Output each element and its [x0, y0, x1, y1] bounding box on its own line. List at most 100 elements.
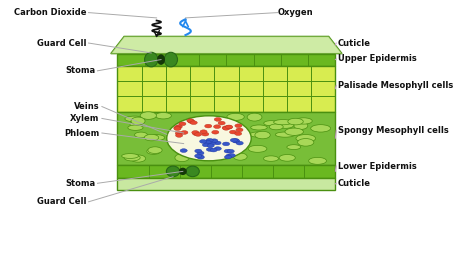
Ellipse shape	[296, 135, 316, 142]
Ellipse shape	[197, 155, 204, 159]
Ellipse shape	[225, 125, 232, 129]
Ellipse shape	[214, 141, 221, 145]
Ellipse shape	[204, 140, 211, 144]
Ellipse shape	[180, 149, 187, 152]
Ellipse shape	[202, 132, 209, 136]
Bar	[118, 54, 335, 65]
Ellipse shape	[144, 134, 159, 141]
Ellipse shape	[202, 143, 210, 147]
Bar	[118, 178, 335, 190]
Text: Guard Cell: Guard Cell	[37, 39, 86, 48]
Ellipse shape	[264, 121, 279, 126]
Ellipse shape	[250, 132, 267, 137]
Text: Xylem: Xylem	[70, 114, 100, 123]
Ellipse shape	[209, 142, 216, 145]
Ellipse shape	[248, 145, 267, 152]
Ellipse shape	[223, 127, 230, 130]
Ellipse shape	[247, 113, 262, 121]
Ellipse shape	[232, 139, 239, 143]
Ellipse shape	[227, 113, 244, 120]
Ellipse shape	[294, 122, 308, 130]
Ellipse shape	[206, 139, 213, 142]
Ellipse shape	[135, 132, 147, 138]
Ellipse shape	[149, 135, 164, 140]
Ellipse shape	[157, 54, 165, 65]
Ellipse shape	[269, 124, 283, 130]
Ellipse shape	[309, 157, 327, 164]
Ellipse shape	[235, 124, 242, 128]
Ellipse shape	[181, 131, 188, 134]
Ellipse shape	[226, 125, 233, 129]
Ellipse shape	[298, 139, 314, 146]
Text: Palisade Mesophyll cells: Palisade Mesophyll cells	[337, 81, 453, 90]
Ellipse shape	[214, 125, 221, 128]
Ellipse shape	[251, 125, 267, 130]
Ellipse shape	[179, 122, 186, 126]
Ellipse shape	[226, 154, 233, 157]
Ellipse shape	[232, 139, 239, 142]
Ellipse shape	[273, 119, 292, 125]
Ellipse shape	[192, 131, 199, 134]
Text: Phloem: Phloem	[64, 128, 100, 138]
Ellipse shape	[122, 153, 138, 159]
Ellipse shape	[310, 125, 330, 132]
Text: Oxygen: Oxygen	[278, 8, 313, 17]
Ellipse shape	[174, 127, 181, 130]
Ellipse shape	[230, 138, 237, 142]
Ellipse shape	[236, 141, 243, 145]
Ellipse shape	[222, 126, 229, 130]
Ellipse shape	[285, 128, 303, 135]
Ellipse shape	[235, 132, 242, 135]
Ellipse shape	[174, 126, 181, 130]
Ellipse shape	[140, 112, 156, 119]
Ellipse shape	[227, 149, 234, 153]
Ellipse shape	[277, 122, 294, 128]
Text: Stoma: Stoma	[65, 179, 95, 188]
Polygon shape	[111, 36, 342, 54]
Ellipse shape	[195, 154, 202, 158]
Ellipse shape	[200, 130, 207, 134]
Ellipse shape	[179, 168, 187, 175]
Ellipse shape	[229, 130, 237, 134]
Ellipse shape	[200, 140, 207, 143]
Ellipse shape	[192, 132, 200, 135]
Ellipse shape	[255, 131, 270, 139]
Ellipse shape	[236, 128, 243, 132]
Text: Cuticle: Cuticle	[337, 39, 371, 48]
Ellipse shape	[214, 147, 221, 151]
Ellipse shape	[210, 148, 217, 152]
Ellipse shape	[131, 117, 145, 125]
Text: Lower Epidermis: Lower Epidermis	[337, 161, 416, 171]
Ellipse shape	[188, 120, 195, 123]
Ellipse shape	[175, 134, 182, 137]
Ellipse shape	[130, 121, 143, 128]
Ellipse shape	[130, 155, 146, 162]
Ellipse shape	[207, 144, 214, 148]
Ellipse shape	[195, 149, 202, 153]
Ellipse shape	[166, 166, 180, 177]
Ellipse shape	[279, 155, 295, 161]
Ellipse shape	[288, 118, 303, 125]
Text: Spongy Mesophyll cells: Spongy Mesophyll cells	[337, 126, 448, 135]
Text: Stoma: Stoma	[65, 66, 95, 75]
Bar	[118, 112, 335, 165]
Ellipse shape	[205, 124, 212, 128]
Ellipse shape	[212, 130, 219, 134]
Ellipse shape	[124, 155, 140, 161]
Text: Cuticle: Cuticle	[337, 179, 371, 188]
Ellipse shape	[197, 151, 204, 155]
Ellipse shape	[218, 121, 225, 125]
Text: Upper Epidermis: Upper Epidermis	[337, 55, 416, 63]
Ellipse shape	[214, 118, 221, 121]
Ellipse shape	[275, 132, 295, 137]
Ellipse shape	[175, 131, 182, 135]
Text: Veins: Veins	[74, 102, 100, 111]
Ellipse shape	[295, 118, 312, 124]
Ellipse shape	[225, 155, 232, 159]
Text: Carbon Dioxide: Carbon Dioxide	[14, 8, 86, 17]
Ellipse shape	[167, 116, 251, 161]
Ellipse shape	[234, 153, 247, 160]
Polygon shape	[111, 36, 342, 54]
Ellipse shape	[228, 153, 235, 157]
Ellipse shape	[287, 145, 301, 149]
